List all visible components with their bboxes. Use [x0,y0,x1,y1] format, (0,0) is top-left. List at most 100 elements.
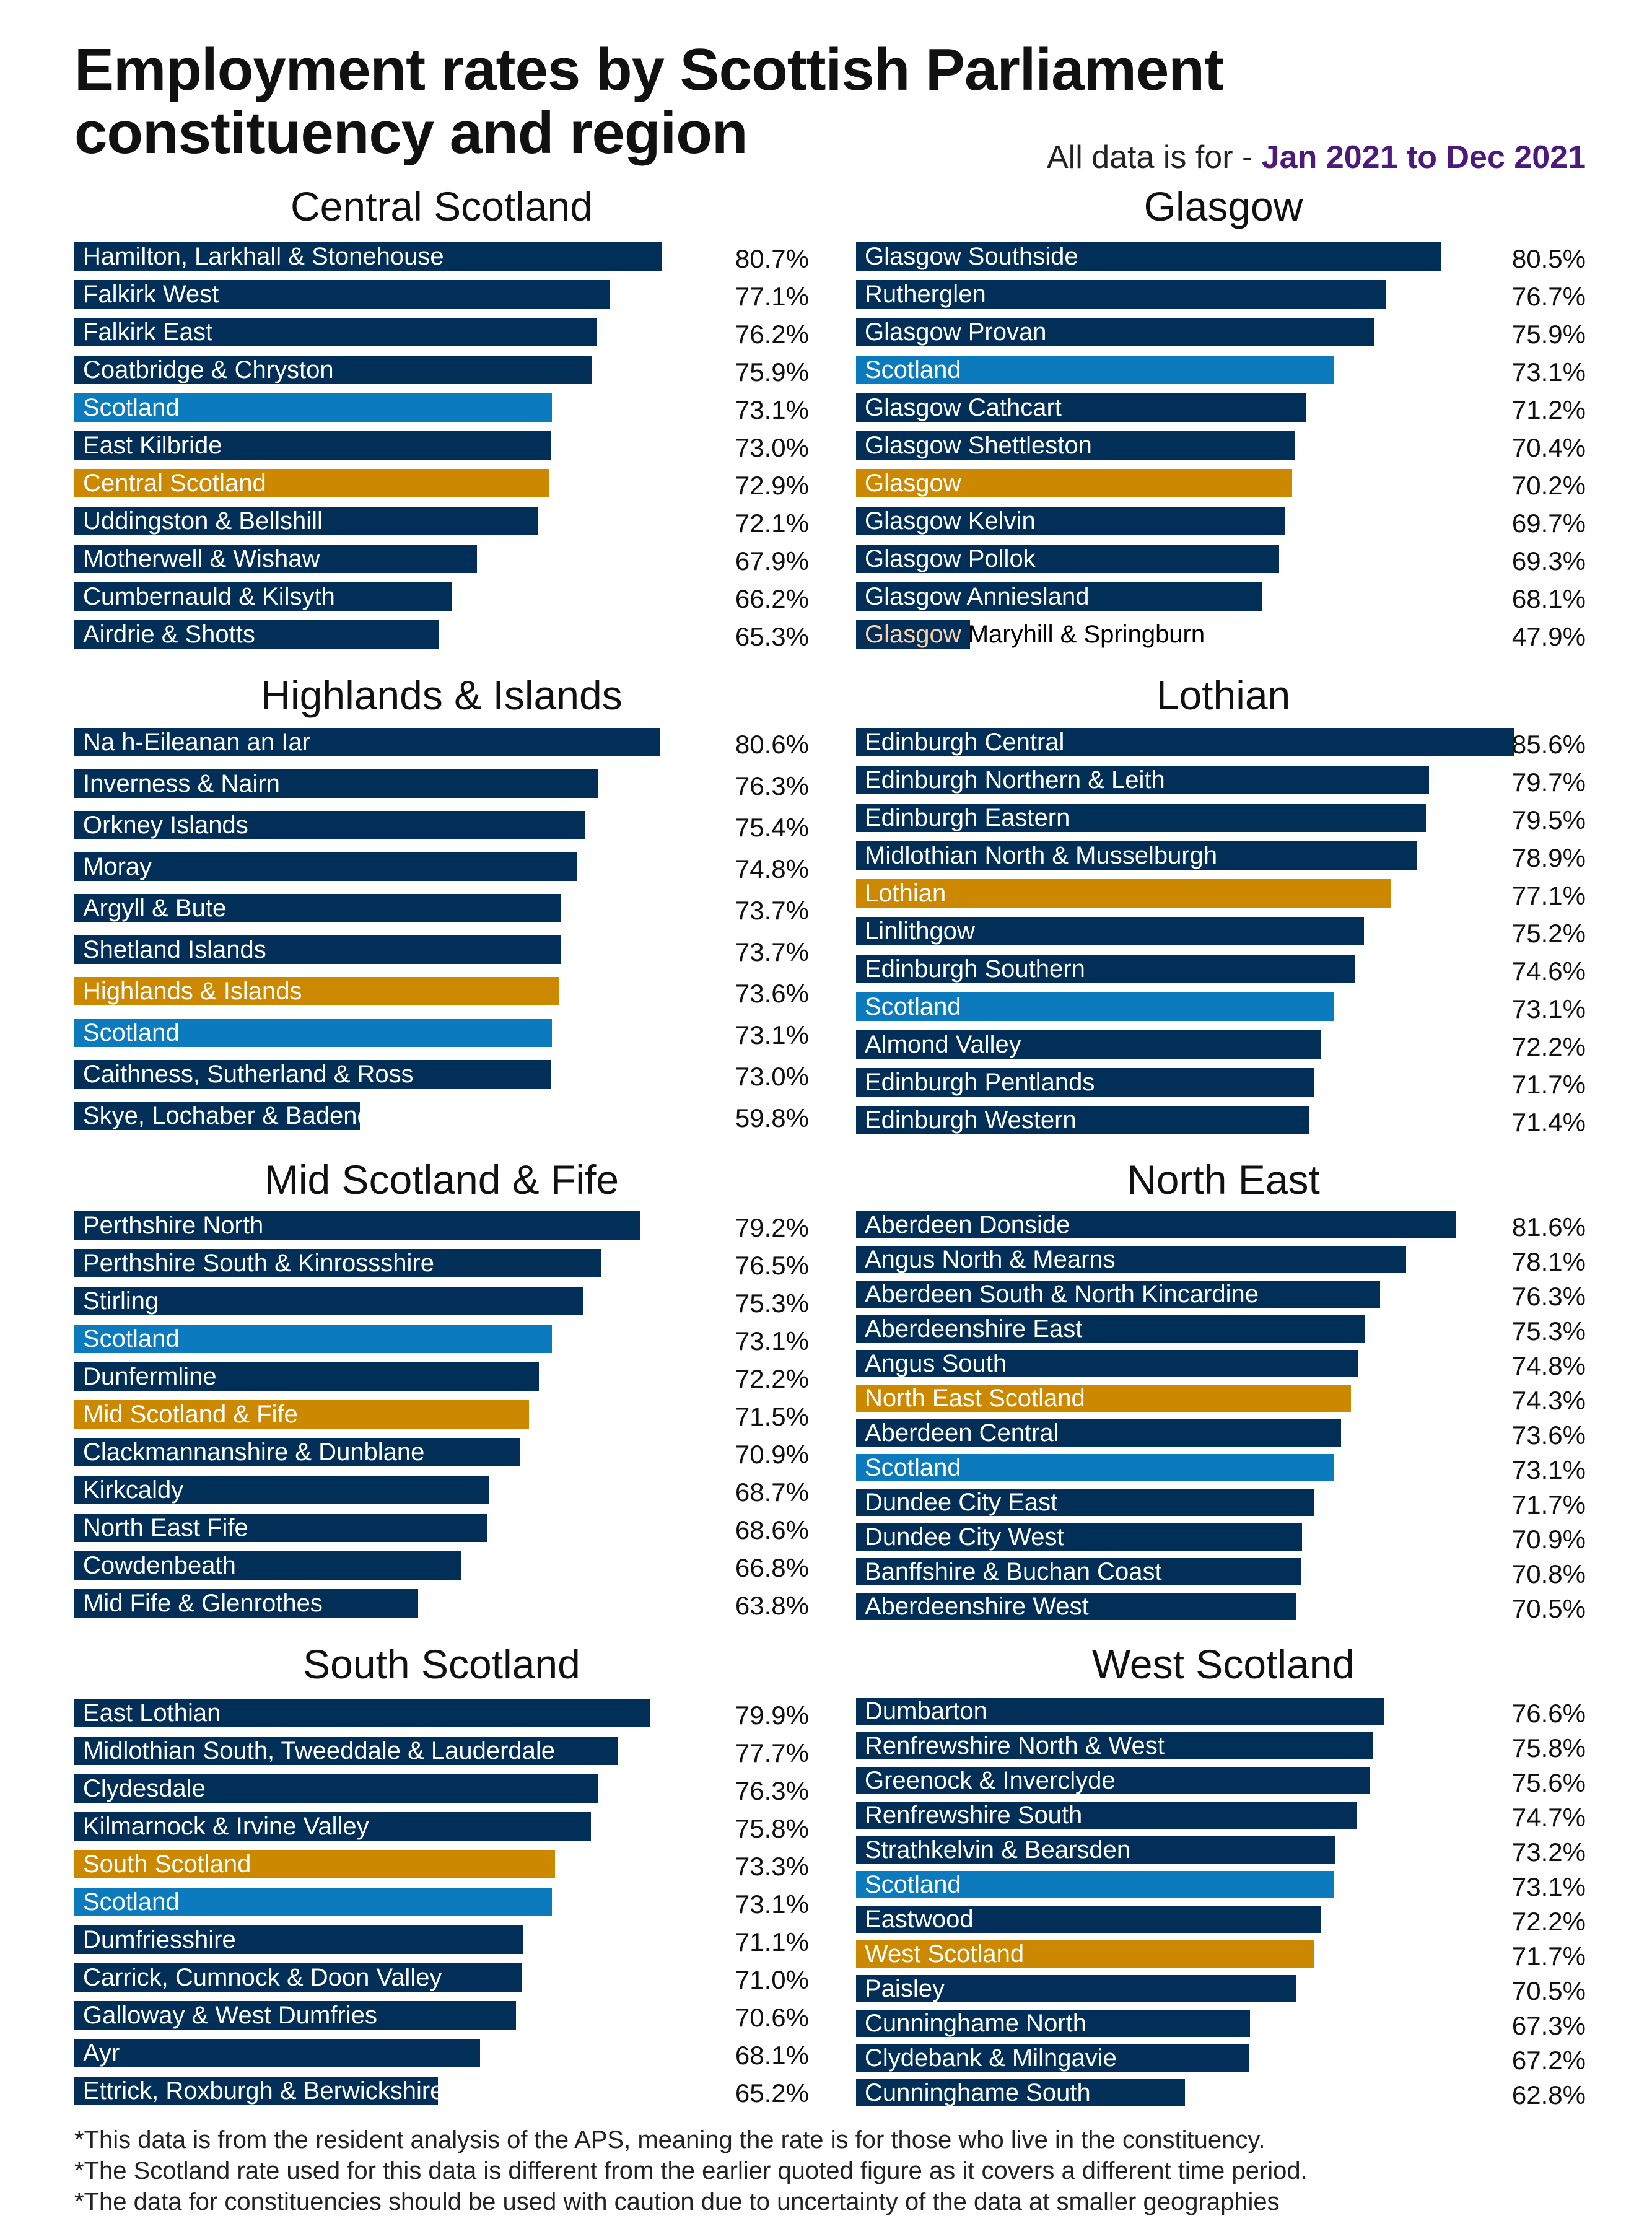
bar-scotland [74,1325,553,1353]
value-label: 71.1% [735,1927,809,1956]
bar-constituency [74,318,597,346]
bar-label: Hamilton, Larkhall & Stonehouse [83,243,444,270]
bar-constituency [74,431,551,460]
value-label: 73.6% [1511,1421,1586,1450]
bar-constituency [74,1102,361,1130]
value-label: 75.6% [1511,1768,1586,1797]
value-label: 66.2% [735,584,809,613]
bar-label: Edinburgh Western [865,1106,1077,1134]
bar-label: Motherwell & Wishaw [83,545,320,572]
value-label: 70.6% [735,2003,809,2032]
value-label: 78.1% [1511,1247,1586,1276]
value-label: 76.7% [1511,282,1586,311]
value-label: 75.8% [735,1814,809,1843]
bar-label: Renfrewshire South [865,1802,1083,1829]
value-label: 68.7% [735,1478,809,1507]
bar-label: Strathkelvin & Bearsden [865,1836,1131,1864]
value-label: 70.4% [1511,433,1586,462]
bar-label: Greenock & Inverclyde [865,1767,1116,1794]
value-label: 74.8% [735,854,809,883]
value-label: 77.7% [735,1738,809,1768]
bar-constituency [74,582,453,611]
bar-label: East Lothian [83,1699,221,1727]
bar-label: Perthshire North [83,1212,264,1239]
bar-constituency [856,545,1279,573]
bar-label: Caithness, Sutherland & Ross [83,1061,414,1088]
panel-title-central-scotland: Central Scotland [291,183,593,229]
bar-scotland [74,1019,553,1047]
bar-constituency [856,1419,1341,1447]
bar-constituency [856,1281,1380,1308]
bar-label: Mid Fife & Glenrothes [83,1590,323,1617]
bar-constituency [74,894,561,922]
value-label: 73.3% [735,1852,809,1881]
value-label: 75.2% [1511,919,1586,948]
bar-constituency [74,1287,584,1315]
bar-label: Clackmannanshire & Dunblane [83,1439,425,1466]
bar-constituency [74,769,598,798]
bar-label: Angus South [865,1350,1007,1377]
bar-label: Glasgow Maryhill & Springburn [865,621,1205,648]
value-label: 72.2% [1511,1907,1586,1936]
bar-label: Cunninghame North [865,2010,1086,2037]
bar-label: Paisley [865,1975,945,2002]
bar-label: Kilmarnock & Irvine Valley [83,1813,369,1840]
bar-label: Rutherglen [865,281,986,308]
value-label: 77.1% [735,282,809,311]
bar-label: Orkney Islands [83,812,248,839]
value-label: 77.1% [1511,881,1586,910]
bar-constituency [74,852,577,881]
bar-label: Glasgow Cathcart [865,394,1062,421]
bar-constituency [856,582,1262,611]
bar-constituency [74,1438,520,1466]
bar-region [74,1850,555,1878]
value-label: 76.3% [735,1776,809,1805]
bar-constituency [856,1068,1314,1097]
bar-label: Edinburgh Southern [865,955,1085,983]
value-label: 65.3% [735,622,809,651]
bar-constituency [856,1767,1370,1794]
bar-constituency [74,1774,598,1803]
bar-label: Shetland Islands [83,936,266,963]
bar-label: Argyll & Bute [83,895,227,922]
bar-label: Scotland [865,993,961,1020]
bar-label: North East Scotland [865,1385,1085,1412]
bar-constituency [856,2010,1251,2037]
value-label: 75.3% [1511,1316,1586,1346]
bar-label: Uddingston & Bellshill [83,507,323,535]
bar-label: Renfrewshire North & West [865,1732,1165,1759]
bar-constituency [74,280,610,309]
bar-constituency [856,2044,1249,2072]
value-label: 69.3% [1511,546,1586,576]
bar-label: Scotland [83,1888,180,1916]
bar-constituency [856,242,1441,271]
period-prefix: All data is for - [1046,139,1262,175]
bar-label: Falkirk East [83,318,212,346]
bar-label: Scotland [865,356,961,383]
value-label: 73.1% [735,1326,809,1356]
bar-label: Scotland [865,1454,961,1481]
value-label: 71.0% [735,1965,809,1994]
bar-label: Stirling [83,1287,159,1315]
bar-label: Banffshire & Buchan Coast [865,1558,1162,1585]
bar-label: Glasgow Kelvin [865,507,1036,535]
value-label: 73.2% [1511,1838,1586,1867]
bar-constituency [856,1315,1366,1343]
bar-constituency [856,431,1295,460]
panel-title-north-east: North East [1127,1157,1320,1202]
bar-label: Glasgow [865,470,961,497]
bar-label: Dundee City West [865,1523,1064,1551]
bar-constituency [856,1558,1301,1585]
bar-label: Skye, Lochaber & Badenoch [83,1102,398,1129]
bar-constituency [856,1106,1309,1134]
bar-label: Edinburgh Central [865,729,1065,756]
bar-constituency [856,1350,1358,1377]
value-label: 70.9% [735,1440,809,1469]
bar-label: Clydesdale [83,1775,206,1802]
bar-constituency [856,1975,1296,2002]
bar-label: Galloway & West Dumfries [83,2002,377,2029]
value-label: 81.6% [1511,1212,1586,1242]
bar-constituency [856,1836,1335,1864]
bar-constituency [74,2077,439,2105]
bar-label: Airdrie & Shotts [83,621,255,648]
